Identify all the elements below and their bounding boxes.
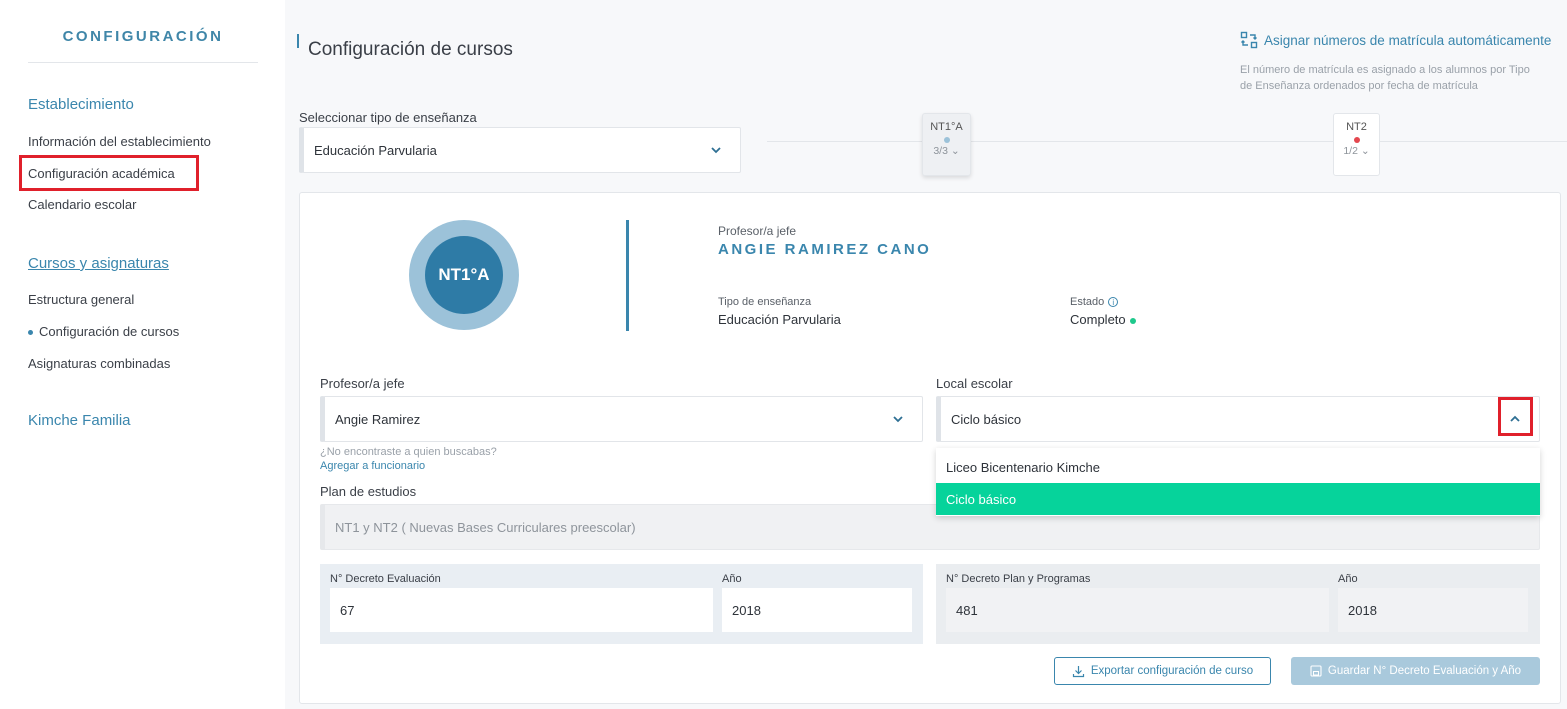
teaching-type-value: Educación Parvularia <box>314 142 437 158</box>
status-value: Completo <box>1070 312 1126 327</box>
course-timeline-line <box>767 141 1567 142</box>
local-select-value: Ciclo básico <box>951 411 1022 427</box>
local-select[interactable]: Ciclo básico <box>936 396 1540 442</box>
teacher-field-label: Profesor/a jefe <box>320 376 405 391</box>
local-option-liceo[interactable]: Liceo Bicentenario Kimche <box>946 459 1100 475</box>
save-decree-button[interactable]: Guardar N° Decreto Evaluación y Año <box>1291 657 1540 685</box>
plan-field-label: Plan de estudios <box>320 484 417 499</box>
head-teacher-name: ANGIE RAMIREZ CANO <box>718 241 932 258</box>
page-title: Configuración de cursos <box>308 39 513 60</box>
chevron-down-icon <box>711 147 721 154</box>
sidebar: CONFIGURACIÓN Establecimiento Informació… <box>0 0 285 709</box>
plan-decree-input: 481 <box>946 588 1329 632</box>
auto-assign-note: El número de matrícula es asignado a los… <box>1240 64 1530 92</box>
course-chip-name: NT2 <box>1346 121 1367 133</box>
sidebar-item-estructura[interactable]: Estructura general <box>28 292 135 307</box>
plan-decree-panel: N° Decreto Plan y Programas 481 Año 2018 <box>936 564 1540 644</box>
type-value: Educación Parvularia <box>718 312 841 327</box>
sidebar-section-kimche[interactable]: Kimche Familia <box>28 412 131 429</box>
auto-assign-link[interactable]: Asignar números de matrícula automáticam… <box>1240 31 1551 49</box>
main-content: Configuración de cursos Asignar números … <box>285 0 1567 709</box>
local-field-label: Local escolar <box>936 376 1013 391</box>
teaching-type-select[interactable]: Educación Parvularia <box>299 127 741 173</box>
not-found-note: ¿No encontraste a quien buscabas? <box>320 446 497 458</box>
plan-decree-label: N° Decreto Plan y Programas <box>946 573 1091 585</box>
teacher-select-value: Angie Ramirez <box>335 411 421 427</box>
course-badge-label: NT1°A <box>425 236 503 314</box>
course-status-dot <box>943 137 950 143</box>
course-chip-count: 1/2 <box>1343 145 1358 157</box>
status-caption: Estado <box>1070 296 1105 308</box>
chevron-down-icon <box>893 416 903 423</box>
active-dot-icon <box>28 330 33 336</box>
export-config-label: Exportar configuración de curso <box>1090 665 1254 677</box>
course-badge: NT1°A <box>409 220 519 330</box>
eval-decree-label: N° Decreto Evaluación <box>330 573 441 585</box>
sidebar-item-config-cursos[interactable]: Configuración de cursos <box>28 324 179 339</box>
teacher-select[interactable]: Angie Ramirez <box>320 396 923 442</box>
eval-decree-panel: N° Decreto Evaluación 67 Año 2018 <box>320 564 923 644</box>
course-status-dot <box>1353 137 1360 143</box>
export-config-button[interactable]: Exportar configuración de curso <box>1054 657 1271 685</box>
title-marker <box>297 34 299 48</box>
local-dropdown-menu: Liceo Bicentenario Kimche Ciclo básico <box>936 448 1540 516</box>
sidebar-section-cursos[interactable]: Cursos y asignaturas <box>28 255 169 272</box>
sidebar-divider <box>28 62 258 63</box>
type-caption: Tipo de enseñanza <box>718 296 812 308</box>
eval-decree-input[interactable]: 67 <box>330 588 713 632</box>
plan-year-label: Año <box>1338 573 1358 585</box>
sidebar-item-info[interactable]: Información del establecimiento <box>28 134 211 149</box>
sidebar-item-config-cursos-label: Configuración de cursos <box>39 324 180 339</box>
sidebar-item-asignaturas[interactable]: Asignaturas combinadas <box>28 356 171 371</box>
add-staff-link[interactable]: Agregar a funcionario <box>320 460 426 472</box>
teaching-type-label: Seleccionar tipo de enseñanza <box>299 110 477 125</box>
auto-assign-label: Asignar números de matrícula automáticam… <box>1264 32 1552 48</box>
plan-year-input: 2018 <box>1338 588 1528 632</box>
course-chip-count: 3/3 <box>933 145 948 157</box>
chevron-up-icon <box>1510 415 1520 422</box>
status-dot <box>1129 317 1136 324</box>
course-chip-nt2[interactable]: NT2 1/2 ⌄ <box>1333 113 1380 176</box>
highlight-config-academica <box>19 155 199 191</box>
course-chip-nt1a[interactable]: NT1°A 3/3 ⌄ <box>922 113 971 176</box>
chevron-down-icon: ⌄ <box>1360 145 1370 157</box>
card-divider <box>626 220 629 331</box>
eval-year-label: Año <box>722 573 742 585</box>
eval-year-input[interactable]: 2018 <box>722 588 912 632</box>
local-option-ciclo-basico[interactable]: Ciclo básico <box>936 483 1540 515</box>
sidebar-item-calendario[interactable]: Calendario escolar <box>28 197 137 212</box>
save-decree-label: Guardar N° Decreto Evaluación y Año <box>1327 665 1522 677</box>
sidebar-section-establecimiento[interactable]: Establecimiento <box>28 96 134 113</box>
plan-select-value: NT1 y NT2 ( Nuevas Bases Curriculares pr… <box>335 519 636 535</box>
sidebar-item-config-academica[interactable]: Configuración académica <box>28 166 175 181</box>
chevron-down-icon: ⌄ <box>950 145 960 157</box>
sidebar-title: CONFIGURACIÓN <box>62 28 224 45</box>
head-teacher-caption: Profesor/a jefe <box>718 224 797 238</box>
save-icon <box>1310 665 1322 677</box>
download-icon <box>1072 665 1084 677</box>
course-chip-name: NT1°A <box>930 121 963 133</box>
swap-icon <box>1240 31 1258 49</box>
info-icon[interactable]: i <box>1108 297 1119 307</box>
highlight-local-chevron <box>1498 397 1533 436</box>
